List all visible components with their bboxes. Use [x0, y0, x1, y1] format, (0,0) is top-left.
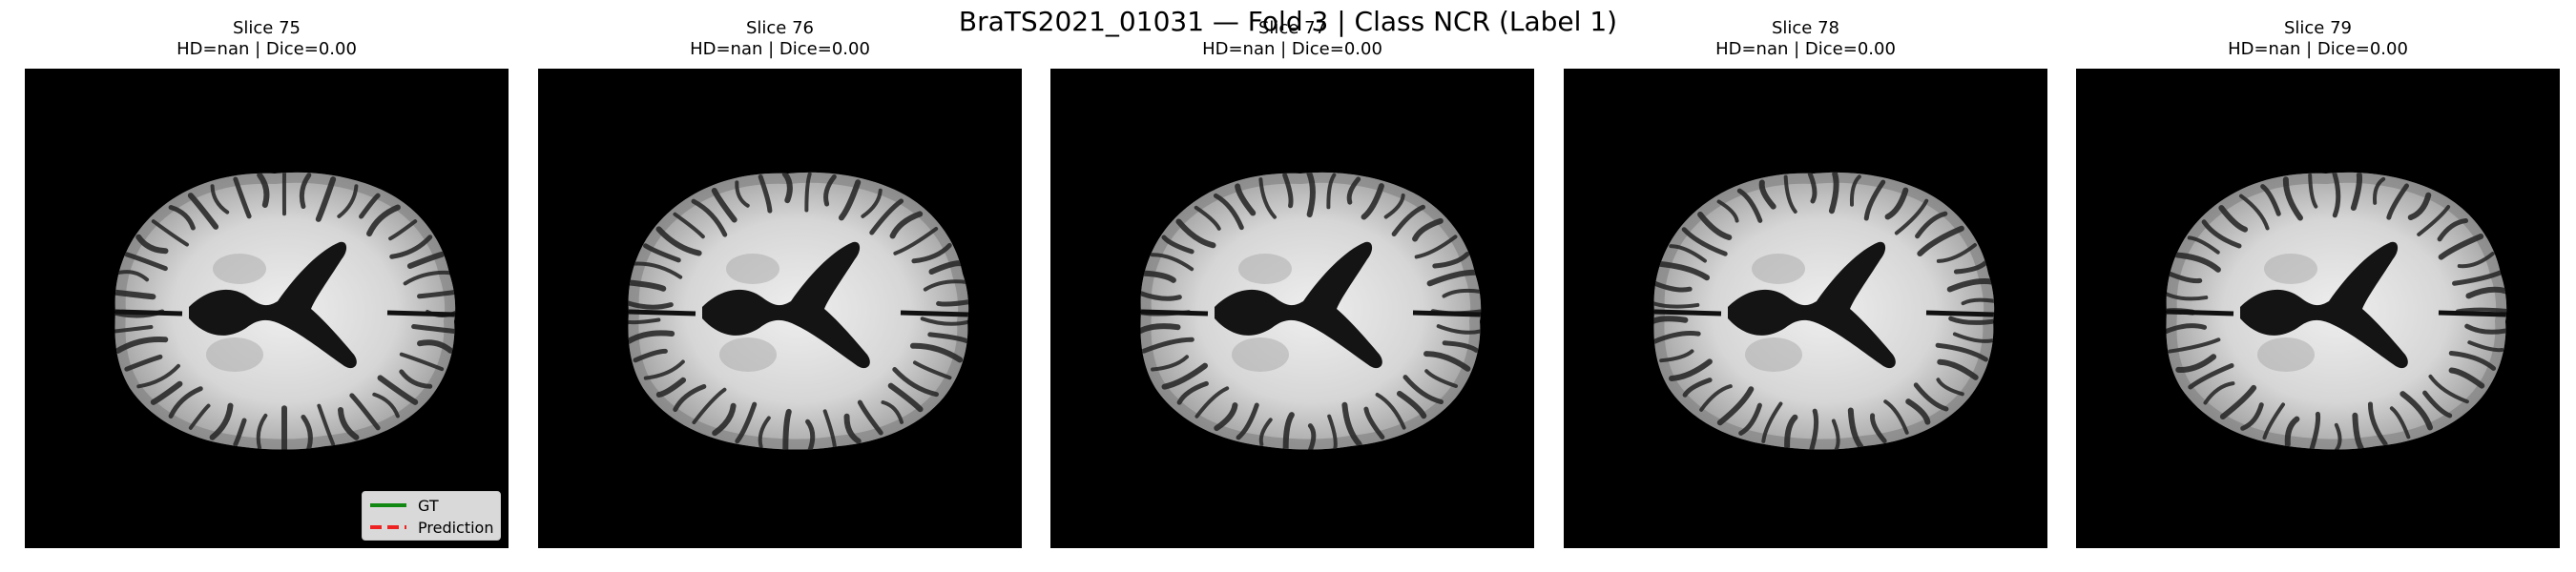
panel-title: Slice 75 HD=nan | Dice=0.00: [25, 18, 509, 60]
brain-slice-graphic: [1564, 69, 2047, 548]
legend-item-gt: GT: [370, 495, 439, 516]
slice-panel-78: Slice 78 HD=nan | Dice=0.00: [1564, 18, 2047, 548]
brain-slice-graphic: [538, 69, 1022, 548]
slice-metrics: HD=nan | Dice=0.00: [1202, 39, 1382, 59]
mri-image: [1050, 69, 1534, 548]
gt-line-icon: [370, 503, 406, 507]
brain-slice-graphic: [1050, 69, 1534, 548]
ventricles: [702, 241, 870, 369]
slice-panel-79: Slice 79 HD=nan | Dice=0.00: [2076, 18, 2560, 548]
panel-title: Slice 79 HD=nan | Dice=0.00: [2076, 18, 2560, 60]
slice-label: Slice 76: [745, 18, 815, 38]
ventricles: [1728, 241, 1896, 369]
ventricles: [1215, 241, 1382, 369]
slice-metrics: HD=nan | Dice=0.00: [2228, 39, 2408, 59]
panel-title: Slice 76 HD=nan | Dice=0.00: [538, 18, 1022, 60]
slice-label: Slice 78: [1771, 18, 1840, 38]
legend-item-prediction: Prediction: [370, 517, 493, 538]
slice-metrics: HD=nan | Dice=0.00: [1715, 39, 1896, 59]
slice-label: Slice 79: [2283, 18, 2353, 38]
brain-slice-graphic: [25, 69, 509, 548]
panel-title: Slice 77 HD=nan | Dice=0.00: [1050, 18, 1534, 60]
legend-prediction-label: Prediction: [418, 518, 494, 537]
slice-metrics: HD=nan | Dice=0.00: [690, 39, 870, 59]
mri-image: [25, 69, 509, 548]
mri-image: [1564, 69, 2047, 548]
legend: GT Prediction: [362, 491, 501, 541]
slice-label: Slice 77: [1257, 18, 1327, 38]
mri-image: [538, 69, 1022, 548]
slice-panel-75: Slice 75 HD=nan | Dice=0.00 GT Predictio…: [25, 18, 509, 548]
slice-panel-77: Slice 77 HD=nan | Dice=0.00: [1050, 18, 1534, 548]
ventricles: [2240, 241, 2408, 369]
brain-slice-graphic: [2076, 69, 2560, 548]
mri-image: [2076, 69, 2560, 548]
slice-panel-76: Slice 76 HD=nan | Dice=0.00: [538, 18, 1022, 548]
slice-label: Slice 75: [232, 18, 301, 38]
panel-title: Slice 78 HD=nan | Dice=0.00: [1564, 18, 2047, 60]
slice-metrics: HD=nan | Dice=0.00: [177, 39, 357, 59]
figure-title: BraTS2021_01031 — Fold 3 | Class NCR (La…: [958, 6, 1618, 37]
legend-gt-label: GT: [418, 496, 439, 515]
prediction-dashed-line-icon: [370, 525, 406, 529]
ventricles: [189, 241, 357, 369]
